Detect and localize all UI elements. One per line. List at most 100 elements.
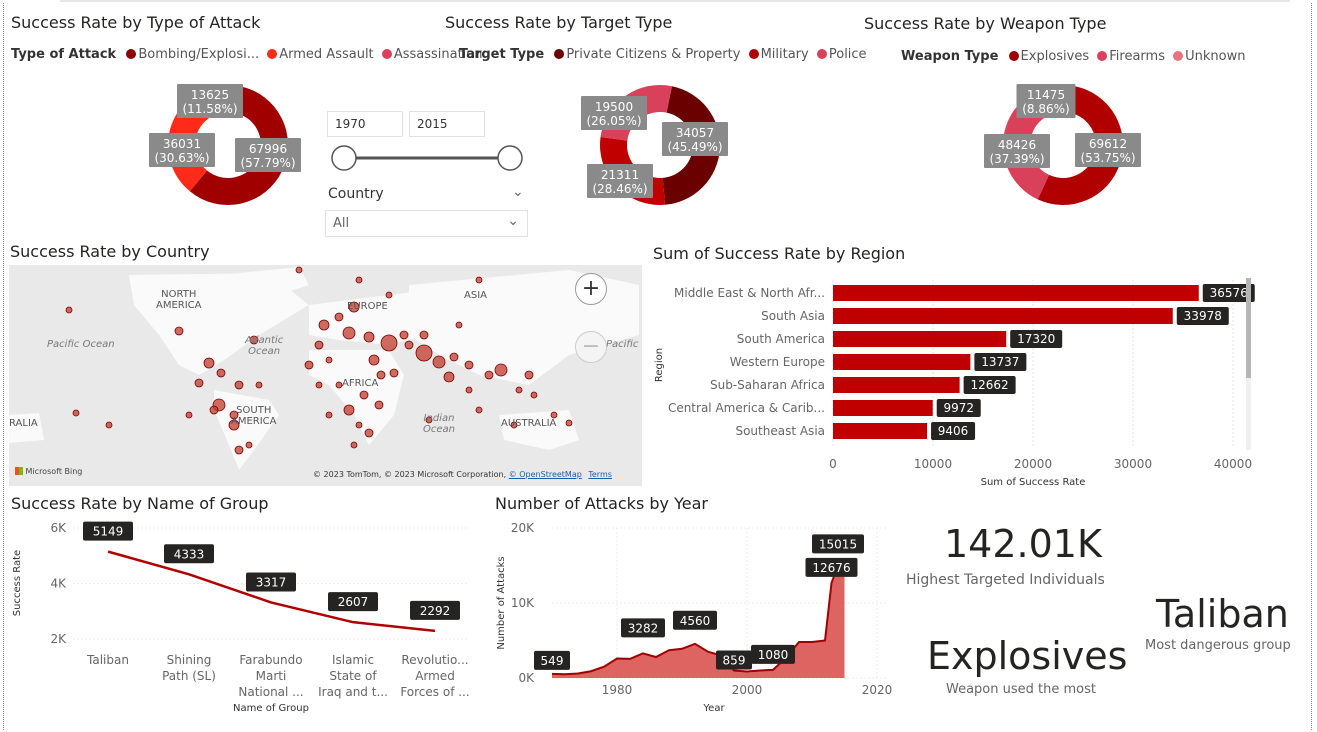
donut-slice (662, 86, 721, 205)
data-label-text: 36031 (163, 137, 201, 151)
map-bubble (404, 340, 414, 350)
area-value-label: 549 (541, 654, 564, 668)
map-label-australia-edge: RALIA (9, 418, 38, 429)
year-end-input[interactable]: 2015 (409, 111, 485, 137)
map-bubble (245, 441, 253, 449)
legend-item[interactable]: Unknown (1185, 49, 1246, 64)
map-bubble (228, 419, 240, 431)
year-range-slider[interactable] (330, 143, 525, 173)
group-card-value: Taliban (1156, 592, 1289, 636)
europe-shape (309, 290, 429, 345)
attacks-line (551, 564, 845, 676)
country-dropdown[interactable]: All ⌄ (325, 210, 528, 237)
map-bubble (494, 363, 508, 377)
donut-data-label: 69612(53.75%) (1075, 133, 1141, 167)
donut-data-label: 48426(37.39%) (984, 134, 1050, 168)
bing-label: Microsoft Bing (25, 467, 83, 476)
map-bubble (530, 391, 538, 399)
y-tick-label: 6K (50, 521, 67, 535)
line-label-bg (164, 544, 214, 564)
legend-item[interactable]: Armed Assault (279, 47, 374, 62)
chevron-down-icon: ⌄ (507, 213, 519, 229)
attacks-area (552, 565, 845, 678)
y-axis-title: Success Rate (12, 550, 23, 616)
group-chart-title: Success Rate by Name of Group (11, 494, 269, 513)
x-category-label: Forces of ... (400, 685, 469, 699)
legend-dot (1173, 51, 1184, 61)
chevron-down-icon[interactable]: ⌄ (512, 184, 524, 200)
terms-link[interactable]: Terms (588, 470, 612, 479)
kpi-label: Highest Targeted Individuals (906, 572, 1105, 588)
region-label: Central America & Carib... (668, 401, 825, 415)
map-bubble (455, 321, 463, 329)
map-label-atlantic: Atlantic Ocean (245, 335, 284, 357)
map-label-europe: EUROPE (347, 301, 388, 312)
map-bubble (334, 312, 344, 322)
line-label-bg (83, 521, 133, 541)
region-bar-chart[interactable]: 0 10000 20000 30000 40000 Middle East & North… (650, 275, 1260, 490)
bar-label-bg (1010, 330, 1063, 348)
region-bar (833, 423, 928, 439)
legend-item[interactable]: Private Citizens & Property (566, 47, 741, 62)
area-label-bg (534, 650, 570, 670)
map-bubble (565, 419, 573, 427)
group-line-chart[interactable]: 6K 4K 2K 5149 4333 3317 2607 2292 Taliban Shining… (8, 518, 478, 718)
map-copyright: © 2023 TomTom, © 2023 Microsoft Corporat… (313, 470, 507, 479)
region-label: Western Europe (730, 355, 825, 369)
map-bubble (449, 352, 459, 362)
legend-item[interactable]: Firearms (1109, 49, 1165, 64)
legend-item[interactable]: Bombing/Explosi... (138, 47, 260, 62)
osm-link[interactable]: © OpenStreetMap (508, 470, 582, 479)
country-map[interactable]: NORTH AMERICA EUROPE ASIA AFRICA SOUTH A… (9, 265, 642, 486)
data-label-bg (177, 84, 243, 118)
y-tick-label: 0K (518, 671, 535, 685)
map-bubble (425, 416, 433, 424)
data-label-text: 21311 (601, 168, 639, 182)
top-divider (60, 0, 1290, 2)
legend-item[interactable]: Military (760, 47, 809, 62)
data-label-text: (30.63%) (154, 151, 209, 165)
weapon-card-value: Explosives (927, 634, 1128, 678)
legend-title: Weapon Type (901, 49, 999, 64)
donut-data-label: 67996(57.79%) (235, 138, 301, 172)
map-bubble (194, 378, 204, 388)
map-bubble (335, 381, 343, 389)
year-start-input[interactable]: 1970 (327, 111, 403, 137)
map-bubble (389, 368, 399, 378)
x-category-label: Iraq and t... (318, 685, 388, 699)
map-bubble (185, 411, 193, 419)
map-bubble (399, 330, 409, 340)
x-tick-label: 1980 (602, 683, 633, 697)
kpi-value: 142.01K (944, 522, 1102, 566)
africa-shape (309, 350, 404, 445)
region-label: Middle East & North Afr... (674, 286, 825, 300)
map-bubbles[interactable] (65, 266, 573, 455)
map-bubble (484, 370, 494, 380)
year-area-chart[interactable]: 20K 10K 0K 1980 2000 2020 549 3282 4560 859 1080 12… (492, 518, 902, 718)
region-bar (833, 285, 1199, 301)
attack-type-donut[interactable]: 67996(57.79%) 36031(30.63%) 13625(11.58%) (148, 75, 308, 215)
x-tick-label: 10000 (914, 457, 952, 471)
south-america-shape (214, 390, 279, 470)
area-value-label: 12676 (812, 561, 850, 575)
line-value-label: 3317 (256, 575, 287, 589)
slider-handle-start[interactable] (331, 145, 357, 171)
map-bubble (359, 390, 369, 400)
map-bubble (209, 405, 219, 415)
x-tick-label: 0 (829, 457, 837, 471)
weapon-type-legend: Weapon Type Explosives Firearms Unknown (901, 49, 1250, 64)
target-type-donut[interactable]: 34057(45.49%) 21311(28.46%) 19500(26.05%) (580, 75, 740, 215)
map-bubble (174, 326, 184, 336)
zoom-in-button[interactable]: + (575, 273, 607, 305)
weapon-type-donut[interactable]: 69612(53.75%) 48426(37.39%) 11475(8.86%) (983, 75, 1143, 215)
x-axis-title: Year (702, 703, 725, 714)
x-category-label: Islamic (332, 653, 374, 667)
legend-item[interactable]: Police (828, 47, 867, 62)
x-tick-label: 30000 (1114, 457, 1152, 471)
legend-item[interactable]: Assassination (393, 47, 483, 62)
zoom-out-button[interactable]: − (575, 331, 607, 363)
slider-handle-end[interactable] (497, 145, 523, 171)
bar-label-bg (963, 376, 1016, 394)
y-axis-title: Number of Attacks (496, 556, 507, 649)
legend-item[interactable]: Explosives (1020, 49, 1090, 64)
